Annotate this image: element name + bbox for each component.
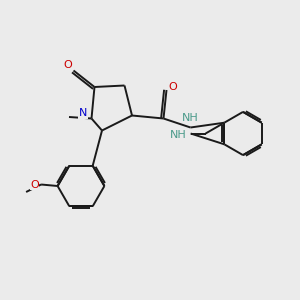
Text: O: O <box>64 60 73 70</box>
Text: NH: NH <box>182 113 198 123</box>
Text: O: O <box>169 82 178 92</box>
Text: O: O <box>30 179 39 190</box>
Text: NH: NH <box>169 130 186 140</box>
Text: N: N <box>79 108 87 118</box>
